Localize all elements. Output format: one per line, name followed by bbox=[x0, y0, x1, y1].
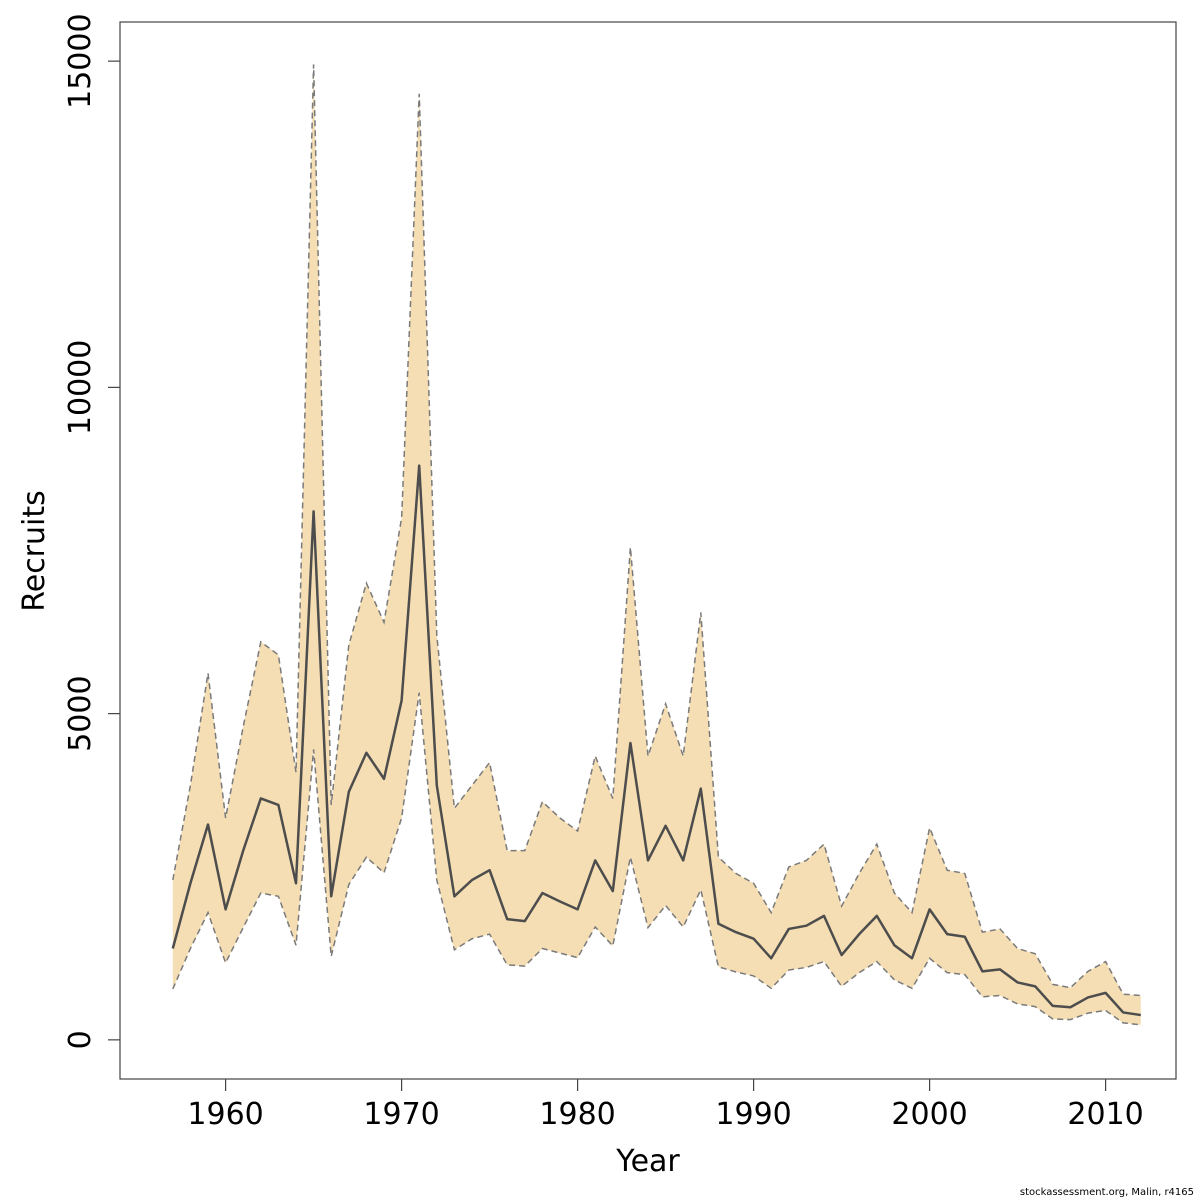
x-tick-label: 1970 bbox=[363, 1097, 439, 1132]
x-tick-label: 1980 bbox=[539, 1097, 615, 1132]
x-axis-title: Year bbox=[615, 1144, 680, 1179]
y-tick-label: 5000 bbox=[63, 675, 98, 751]
upper-bound-line bbox=[172, 64, 1141, 997]
credit-note: stockassessment.org, Malin, r4165 bbox=[1019, 1187, 1194, 1198]
x-tick-label: 1990 bbox=[715, 1097, 791, 1132]
x-tick-label: 2010 bbox=[1067, 1097, 1143, 1132]
x-tick-label: 2000 bbox=[891, 1097, 967, 1132]
confidence-band bbox=[172, 64, 1141, 1025]
recruits-estimate-line bbox=[171, 464, 1141, 1017]
x-tick-label: 1960 bbox=[187, 1097, 263, 1132]
y-tick-label: 10000 bbox=[63, 340, 98, 435]
plot-frame bbox=[119, 21, 1177, 1080]
y-tick-label: 15000 bbox=[63, 13, 98, 108]
y-axis-title: Recruits bbox=[17, 490, 52, 612]
lower-bound-line bbox=[172, 692, 1141, 1026]
y-tick-label: 0 bbox=[63, 1030, 98, 1049]
